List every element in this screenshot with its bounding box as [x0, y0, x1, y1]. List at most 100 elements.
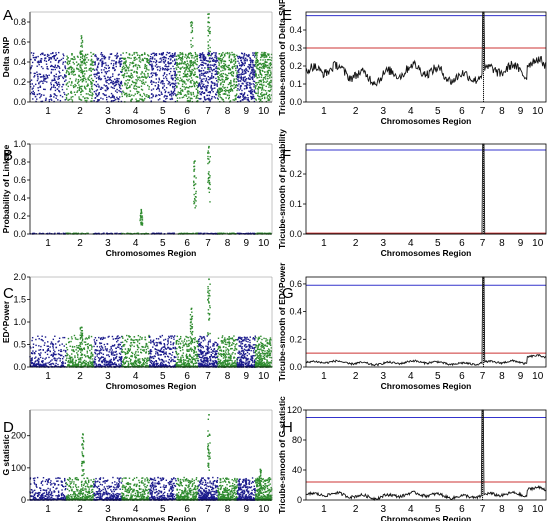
data-point [259, 68, 261, 71]
data-point [120, 359, 122, 362]
data-point [97, 71, 99, 73]
data-point [171, 82, 173, 85]
data-point [139, 218, 142, 220]
data-point [100, 97, 102, 99]
data-point [108, 67, 110, 69]
data-point [167, 347, 169, 349]
data-point [251, 68, 254, 70]
data-point [230, 79, 232, 82]
data-point [180, 359, 183, 362]
data-point [126, 352, 129, 355]
data-point [199, 74, 201, 76]
data-point [142, 100, 144, 102]
data-point [53, 84, 55, 87]
data-point [33, 85, 35, 87]
data-point [266, 53, 269, 55]
data-point [176, 339, 179, 342]
data-point [163, 353, 165, 356]
data-point [40, 352, 42, 354]
data-point [65, 97, 68, 99]
data-point [81, 53, 83, 55]
data-point [222, 93, 225, 95]
data-point [114, 357, 117, 359]
data-point [206, 71, 208, 73]
data-point [50, 83, 53, 86]
data-point [219, 57, 221, 60]
data-point [203, 75, 206, 77]
data-point [73, 68, 75, 71]
data-point [80, 56, 82, 58]
data-point [159, 354, 161, 356]
data-point [237, 87, 239, 90]
data-point [131, 54, 134, 56]
data-point [155, 53, 158, 55]
data-point [115, 65, 117, 68]
data-point [185, 68, 188, 70]
data-point [209, 188, 211, 190]
data-point [174, 58, 176, 61]
data-point [84, 363, 86, 365]
data-point [37, 335, 39, 337]
data-point [77, 63, 80, 65]
data-point [141, 219, 143, 221]
data-point [143, 99, 145, 101]
data-point [207, 71, 209, 74]
data-point [186, 78, 188, 81]
data-point [34, 364, 36, 366]
data-point [242, 57, 244, 60]
data-point [221, 59, 223, 62]
data-point [191, 358, 194, 361]
data-point [243, 80, 246, 83]
data-point [33, 75, 36, 77]
data-point [62, 365, 64, 367]
data-point [208, 50, 210, 52]
data-point [82, 362, 84, 365]
data-point [123, 363, 125, 365]
data-point [185, 335, 187, 338]
data-point [138, 364, 141, 367]
data-point [193, 165, 196, 168]
data-point [174, 72, 176, 75]
data-point [71, 58, 74, 60]
data-point [39, 61, 41, 63]
data-point [90, 363, 93, 366]
data-point [37, 87, 39, 89]
data-point [224, 86, 226, 89]
data-point [80, 45, 82, 47]
data-point [83, 365, 85, 368]
data-point [81, 73, 84, 75]
data-point [38, 354, 41, 356]
data-point [238, 80, 240, 82]
data-point [135, 339, 137, 341]
data-point [248, 90, 250, 92]
data-point [113, 99, 116, 102]
data-point [80, 50, 82, 52]
y-tick-label: 0.6 [13, 175, 26, 185]
data-point [259, 72, 261, 74]
data-point [41, 52, 43, 55]
data-point [257, 81, 259, 84]
data-point [50, 87, 52, 90]
data-point [141, 80, 143, 83]
data-point [53, 93, 55, 95]
data-point [119, 90, 121, 93]
data-point [35, 56, 37, 58]
data-point [229, 83, 231, 85]
data-point [104, 359, 107, 361]
data-point [167, 356, 170, 358]
data-point [101, 57, 103, 60]
data-point [46, 75, 48, 77]
data-point [127, 365, 130, 368]
data-point [111, 75, 114, 78]
data-point [240, 67, 242, 70]
data-point [142, 81, 145, 84]
data-point [245, 85, 248, 87]
data-point [129, 349, 131, 351]
data-point [140, 348, 142, 351]
data-point [30, 52, 33, 54]
data-point [214, 54, 216, 57]
data-point [208, 171, 210, 173]
data-point [120, 351, 123, 353]
data-point [224, 64, 226, 66]
data-point [106, 87, 108, 89]
